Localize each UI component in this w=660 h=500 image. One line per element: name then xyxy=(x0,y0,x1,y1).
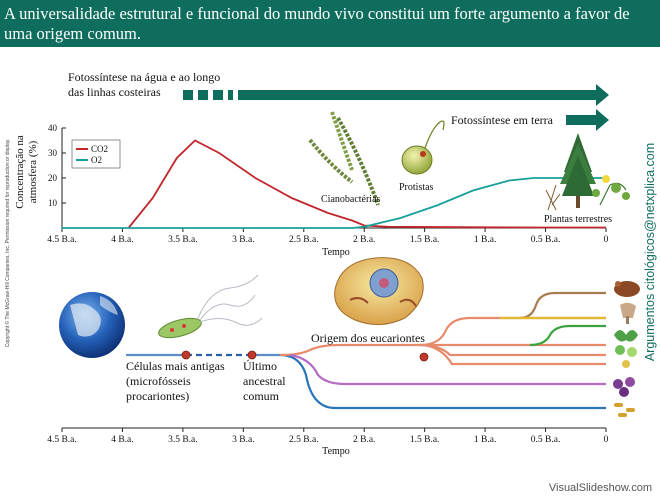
land-plants-illustration xyxy=(545,133,630,211)
archaea-lineage xyxy=(289,353,606,386)
luca-marker xyxy=(247,350,257,360)
photosynthesis-water-line1: Fotossíntese na água e ao longo xyxy=(68,70,220,84)
title-banner: A universalidade estrutural e funcional … xyxy=(0,0,660,47)
mushroom-icon xyxy=(620,302,636,318)
top-chart-axes xyxy=(61,128,606,229)
x-tick-label: 0 xyxy=(604,435,609,445)
photosynthesis-water-arrow xyxy=(183,84,609,106)
legend-co2-label: CO2 xyxy=(91,144,108,154)
eukaryote-origin-label: Origem dos eucariontes xyxy=(311,331,425,345)
svg-text:ancestral: ancestral xyxy=(243,374,286,388)
svg-text:Células mais antigas: Células mais antigas xyxy=(126,359,225,373)
svg-text:procariontes): procariontes) xyxy=(126,389,189,403)
eukaryote-origin-marker xyxy=(419,352,429,362)
first-cells-label: Células mais antigas (microfósseis proca… xyxy=(126,359,225,403)
x-tick-label: 3 B.a. xyxy=(232,235,254,245)
land-plants-label: Plantas terrestres xyxy=(544,214,612,225)
photosynthesis-water-line2: das linhas costeiras xyxy=(68,85,161,99)
top-chart-y-ticks: 10 20 30 40 xyxy=(48,123,66,208)
top-chart-x-ticks: 4.5 B.a. 4 B.a. 3.5 B.a. 3 B.a. 2.5 B.a. 2 B.… xyxy=(47,228,609,245)
cyanobacteria-label: Cianobactérias xyxy=(321,194,381,205)
eukaryote-trunk xyxy=(279,343,420,357)
svg-text:(microfósseis: (microfósseis xyxy=(126,374,191,388)
x-tick-label: 2.5 B.a. xyxy=(289,235,319,245)
o2-series-line xyxy=(62,177,606,229)
cyanobacteria-illustration xyxy=(308,111,380,206)
y-axis-label-line2: atmosfera (%) xyxy=(27,140,39,203)
bacteria-lineage xyxy=(279,353,606,410)
x-tick-label: 0 xyxy=(604,235,609,245)
x-tick-label: 1 B.a. xyxy=(474,435,496,445)
x-tick-label: 3 B.a. xyxy=(232,435,254,445)
algae-icon xyxy=(615,345,625,355)
y-tick-label: 40 xyxy=(48,123,58,133)
protists-label: Protistas xyxy=(399,182,434,193)
x-tick-label: 1.5 B.a. xyxy=(410,435,440,445)
x-tick-label: 1 B.a. xyxy=(474,235,496,245)
x-tick-label: 2 B.a. xyxy=(353,435,375,445)
prokaryote-cell-illustration xyxy=(158,274,263,339)
svg-text:Último: Último xyxy=(243,359,277,373)
y-tick-label: 10 xyxy=(48,198,58,208)
organism-icons xyxy=(613,281,640,417)
x-tick-label: 4.5 B.a. xyxy=(47,435,77,445)
photosynthesis-water-label: Fotossíntese na água e ao longo das linh… xyxy=(68,70,220,99)
plant-lineage xyxy=(529,324,606,347)
co2-series-line xyxy=(127,139,606,229)
x-tick-label: 2 B.a. xyxy=(353,235,375,245)
protist-illustration xyxy=(401,120,445,175)
top-x-axis-label: Tempo xyxy=(322,247,350,258)
earth-illustration xyxy=(59,292,125,358)
animal-lineage xyxy=(519,291,606,320)
luca-label: Último ancestral comum xyxy=(243,359,286,403)
bottom-x-axis-label: Tempo xyxy=(322,446,350,457)
archaea-icon xyxy=(613,379,623,389)
x-tick-label: 0.5 B.a. xyxy=(531,235,561,245)
y-tick-label: 20 xyxy=(48,173,58,183)
x-tick-label: 3.5 B.a. xyxy=(168,235,198,245)
y-tick-label: 30 xyxy=(48,148,58,158)
x-tick-label: 4 B.a. xyxy=(111,235,133,245)
footer-credit: VisualSlideshow.com xyxy=(548,482,652,494)
photosynthesis-land-label: Fotossíntese em terra xyxy=(451,113,554,127)
phylogeny-tree xyxy=(126,291,606,410)
x-tick-label: 3.5 B.a. xyxy=(168,435,198,445)
y-axis-label-line1: Concentração na xyxy=(14,135,26,209)
x-tick-label: 2.5 B.a. xyxy=(289,435,319,445)
svg-text:comum: comum xyxy=(243,389,280,403)
x-tick-label: 4.5 B.a. xyxy=(47,235,77,245)
photosynthesis-land-arrow xyxy=(566,109,609,131)
x-tick-label: 0.5 B.a. xyxy=(531,435,561,445)
slide-title: A universalidade estrutural e funcional … xyxy=(4,4,630,43)
plant-icon xyxy=(614,330,638,342)
eukaryotic-cell-illustration xyxy=(334,257,424,325)
bacteria-icon xyxy=(614,403,623,407)
first-cells-marker xyxy=(181,350,191,360)
x-tick-label: 4 B.a. xyxy=(111,435,133,445)
x-tick-label: 1.5 B.a. xyxy=(410,235,440,245)
bottom-timeline-ticks: 4.5 B.a. 4 B.a. 3.5 B.a. 3 B.a. 2.5 B.a. 2 B.… xyxy=(47,428,609,445)
chart-legend: CO2 O2 xyxy=(71,139,121,169)
legend-o2-label: O2 xyxy=(91,155,102,165)
